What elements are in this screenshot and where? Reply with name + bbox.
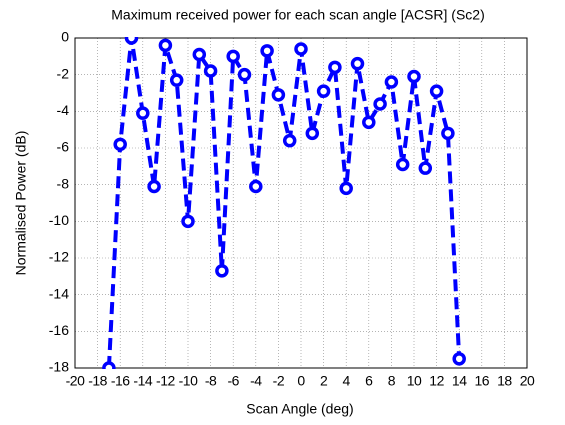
data-point	[441, 126, 455, 141]
x-tick-label: 10	[407, 373, 422, 389]
data-point	[305, 126, 320, 141]
x-tick-label: 6	[365, 373, 373, 389]
x-axis-label: Scan Angle (deg)	[246, 401, 353, 417]
data-point	[362, 115, 376, 130]
data-point	[429, 84, 444, 98]
data-point	[294, 42, 308, 56]
data-point	[282, 133, 297, 148]
data-point	[237, 67, 252, 82]
data-point	[226, 49, 240, 64]
x-tick-label: -18	[88, 373, 107, 389]
plot-area	[102, 37, 466, 369]
data-point	[124, 37, 139, 45]
y-tick-label: -14	[49, 285, 69, 301]
data-point	[452, 352, 466, 366]
x-tick-label: -12	[156, 373, 175, 389]
y-tick-label: -4	[57, 102, 70, 118]
x-tick-label: 20	[520, 373, 535, 389]
y-tick-label: -8	[57, 175, 70, 191]
data-point	[350, 56, 365, 71]
data-point	[136, 106, 150, 120]
x-tick-label: -2	[273, 373, 285, 389]
x-tick-label: 4	[343, 373, 351, 389]
x-tick-label: 16	[475, 373, 490, 389]
plot-frame	[74, 37, 528, 369]
data-point	[181, 214, 195, 229]
y-tick-label: -12	[49, 249, 69, 265]
x-tick-label: 18	[497, 373, 512, 389]
x-tick-label: 12	[429, 373, 444, 389]
x-tick-label: -14	[133, 373, 152, 389]
data-point	[373, 97, 387, 111]
x-tick-label: -8	[205, 373, 217, 389]
data-point	[147, 179, 161, 194]
x-tick-label: -20	[66, 373, 85, 389]
x-tick-label: -16	[111, 373, 130, 389]
y-tick-label: 0	[61, 29, 69, 45]
x-tick-label: 0	[297, 373, 305, 389]
data-point	[339, 181, 353, 196]
x-tick-label: 8	[388, 373, 396, 389]
data-point	[418, 161, 433, 175]
data-point	[169, 73, 184, 87]
data-point	[316, 84, 331, 98]
data-point	[203, 64, 218, 78]
data-point	[102, 361, 116, 369]
y-tick-label: -6	[57, 139, 70, 155]
data-point	[328, 60, 342, 75]
data-point	[192, 47, 207, 62]
y-tick-label: -10	[49, 212, 69, 228]
data-line	[106, 37, 462, 369]
chart-title: Maximum received power for each scan ang…	[111, 7, 484, 23]
data-point	[395, 157, 410, 172]
data-point	[407, 69, 421, 84]
data-point	[113, 137, 127, 152]
data-point	[158, 38, 173, 53]
data-point	[384, 75, 399, 89]
y-tick-label: -2	[57, 65, 70, 81]
x-tick-label: 14	[452, 373, 467, 389]
y-tick-label: -18	[49, 359, 69, 375]
x-tick-label: -4	[250, 373, 262, 389]
y-axis-label: Normalised Power (dB)	[13, 131, 29, 276]
y-tick-label: -16	[49, 322, 69, 338]
data-point	[249, 179, 263, 194]
x-tick-label: 2	[320, 373, 328, 389]
data-point	[215, 264, 229, 278]
data-point	[260, 44, 274, 58]
data-point	[271, 88, 286, 102]
x-tick-label: -10	[179, 373, 198, 389]
x-tick-label: -6	[227, 373, 239, 389]
